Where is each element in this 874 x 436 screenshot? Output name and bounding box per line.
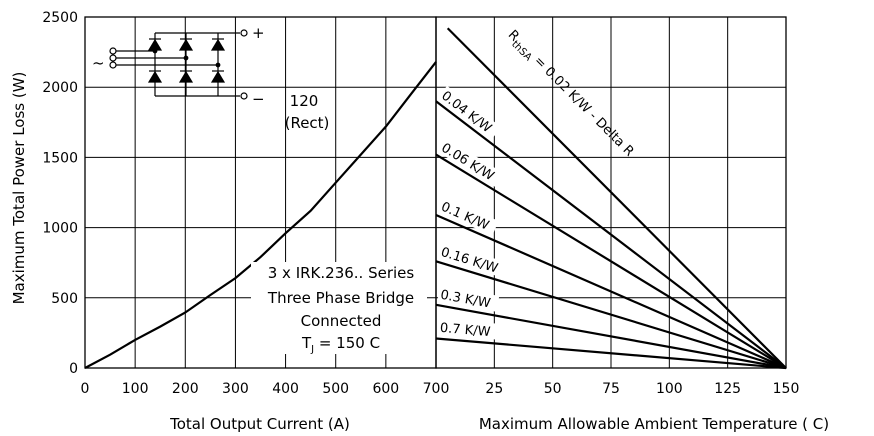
rthsa-label-bg [437,137,504,187]
left-x-tick-0: 0 [81,381,90,397]
ac-symbol: ~ [92,54,105,72]
junction-temp-text: TJ = 150 C [301,334,380,355]
y-axis-title: Maximum Total Power Loss (W) [10,72,28,305]
rthsa-main-label-group: RthSA = 0.02 K/W - Delta R [503,27,637,161]
rthsa-label-bg [437,85,502,140]
right-x-tick-25: 25 [485,381,503,397]
y-tick-500: 500 [51,291,78,307]
left-x-tick-700: 700 [423,381,450,397]
rthsa-label-bg [437,196,499,236]
rthsa-label-bg [437,242,508,278]
rthsa-line-6 [435,337,787,370]
rthsa-label-group-3: 0.1 K/W [437,196,499,236]
right-series-group [435,27,787,370]
rthsa-line-0 [446,27,787,369]
plot-frames [84,16,787,369]
y-tick-2000: 2000 [42,80,78,96]
right-x-tick-100: 100 [656,381,683,397]
left-x-tick-500: 500 [322,381,349,397]
rthsa-label-group-5: 0.3 K/W [437,285,500,312]
left-x-tick-100: 100 [122,381,149,397]
rthsa-line-5 [435,303,787,370]
rthsa-line-4 [435,260,787,370]
right-plot-frame [435,16,787,369]
curve-label-rect: (Rect) [285,114,330,132]
left-series-group [84,61,437,369]
right-x-tick-75: 75 [602,381,620,397]
power-loss-curve-120-rect [84,61,437,369]
rthsa-line-1 [435,100,787,369]
rthsa-label-bg [437,285,500,312]
right-x-axis-title: Maximum Allowable Ambient Temperature ( … [479,415,829,433]
right-x-tick-150: 150 [773,381,800,397]
device-connected-text: Connected [301,312,382,330]
device-topology-text: Three Phase Bridge [267,289,414,307]
rthsa-label-bg [437,318,499,340]
left-x-tick-300: 300 [222,381,249,397]
bridge-schematic-icon [109,29,248,100]
curve-label-120: 120 [290,92,319,110]
y-tick-1500: 1500 [42,150,78,166]
plus-terminal-label: + [252,24,265,42]
rthsa-label-1: 0.04 K/W [438,89,494,137]
left-x-axis-title: Total Output Current (A) [169,415,350,433]
rthsa-label-group-6: 0.7 K/W [437,318,499,340]
rthsa-line-2 [435,153,787,369]
y-tick-2500: 2500 [42,10,78,26]
left-x-tick-400: 400 [272,381,299,397]
tick-labels: 0 100 200 300 400 500 600 700 25 50 75 100 125 150050… [42,10,799,397]
y-tick-1000: 1000 [42,221,78,237]
y-tick-0: 0 [69,361,78,377]
rthsa-label-group-1: 0.04 K/W [437,85,502,140]
rthsa-line-3 [435,213,787,370]
rthsa-label-6: 0.7 K/W [439,321,491,340]
device-series-text: 3 x IRK.236.. Series [268,264,415,282]
right-x-tick-125: 125 [714,381,741,397]
left-x-tick-200: 200 [172,381,199,397]
right-series-labels: 0.04 K/W0.06 K/W0.1 K/W0.16 K/W0.3 K/W0.… [437,27,637,340]
right-x-tick-50: 50 [544,381,562,397]
left-x-tick-600: 600 [372,381,399,397]
minus-terminal-label: − [252,90,265,108]
rthsa-main-label: RthSA = 0.02 K/W - Delta R [503,27,637,161]
